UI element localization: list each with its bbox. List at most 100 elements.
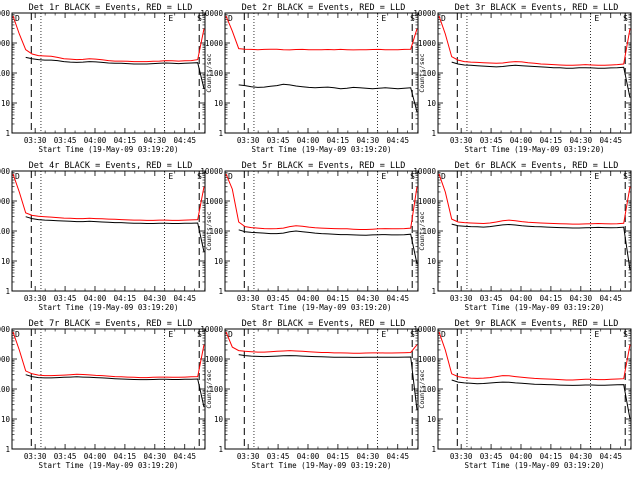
detector-2-xtick-label: 03:30	[237, 136, 260, 145]
detector-5-xtick-label: 03:30	[237, 294, 260, 303]
detector-3-ytick-label: 10000	[413, 9, 436, 18]
detector-7-panel: Det 7r BLACK = Events, RED = LLD 1 10 100 10…	[0, 319, 206, 470]
detector-5-title: Det 5r BLACK = Events, RED = LLD	[242, 161, 406, 171]
detector-9-xtick-label: 04:30	[570, 452, 593, 461]
detector-3-xtick-label: 04:45	[599, 136, 622, 145]
detector-5-corner-label: D	[228, 172, 233, 181]
detector-5-xtick-label: 04:15	[327, 294, 350, 303]
detector-5-ytick-label: 10000	[200, 167, 223, 176]
detector-1-lld-series	[12, 15, 205, 63]
detector-3-lld-series	[438, 15, 631, 66]
detector-8-ytick-label: 100	[209, 385, 223, 394]
detector-2-panel: Det 2r BLACK = Events, RED = LLD 1 10 100 10…	[200, 3, 419, 154]
detector-3-events-series	[451, 61, 631, 98]
detector-6-xtick-label: 04:00	[510, 294, 533, 303]
detector-1-corner-label: D	[15, 14, 20, 23]
detector-2-corner-label: D	[228, 14, 233, 23]
detector-6-ytick-label: 100	[422, 227, 436, 236]
detector-2-lld-series	[225, 15, 418, 51]
detector-5-lld-series	[225, 173, 418, 230]
detector-2-corner-label: S	[410, 14, 415, 23]
detector-2-ytick-label: 1	[218, 129, 223, 138]
detector-8-corner-label: D	[228, 330, 233, 339]
detector-8-lld-series	[225, 331, 418, 354]
detector-6-xtick-label: 04:30	[570, 294, 593, 303]
detector-7-xtick-label: 04:45	[173, 452, 196, 461]
detector-7-xtick-label: 03:30	[24, 452, 47, 461]
detector-9-title: Det 9r BLACK = Events, RED = LLD	[455, 319, 619, 329]
detector-9-xtick-label: 03:30	[450, 452, 473, 461]
detector-3-xtick-label: 03:30	[450, 136, 473, 145]
detector-7-xtick-label: 04:30	[144, 452, 167, 461]
detector-5-ytick-label: 1000	[205, 197, 224, 206]
detector-6-title: Det 6r BLACK = Events, RED = LLD	[455, 161, 619, 171]
detector-9-ytick-label: 1000	[418, 355, 437, 364]
detector-8-ytick-label: 10	[214, 415, 224, 424]
detector-7-corner-label: D	[15, 330, 20, 339]
detector-4-ytick-label: 100	[0, 227, 10, 236]
detector-4-ytick-label: 1	[5, 287, 10, 296]
detector-1-events-series	[25, 56, 205, 89]
detector-7-ytick-label: 1000	[0, 355, 10, 364]
detector-3-xtick-label: 04:30	[570, 136, 593, 145]
detector-7-title: Det 7r BLACK = Events, RED = LLD	[29, 319, 193, 329]
detector-8-ylabel: Counts/sec	[205, 369, 213, 408]
detector-4-corner-label: S	[197, 172, 202, 181]
detector-9-xtick-label: 03:45	[480, 452, 503, 461]
detector-3-ytick-label: 1	[431, 129, 436, 138]
detector-8-xtick-label: 04:45	[386, 452, 409, 461]
detector-1-ytick-label: 1000	[0, 39, 10, 48]
detector-9-ylabel: Counts/sec	[418, 369, 426, 408]
detector-8-ytick-label: 1	[218, 445, 223, 454]
detector-4-xtick-label: 04:00	[84, 294, 107, 303]
detector-2-ytick-label: 1000	[205, 39, 224, 48]
detector-6-ylabel: Counts/sec	[418, 211, 426, 250]
detector-6-ytick-label: 10	[427, 257, 437, 266]
detector-7-xtick-label: 04:15	[114, 452, 137, 461]
detector-1-xtick-label: 03:30	[24, 136, 47, 145]
detector-7-corner-label: S	[197, 330, 202, 339]
detector-1-xtick-label: 04:45	[173, 136, 196, 145]
detector-1-ytick-label: 1	[5, 129, 10, 138]
detector-4-xlabel: Start Time (19-May-09 03:19:20)	[39, 303, 179, 312]
detector-4-events-series	[25, 216, 205, 253]
detector-3-title: Det 3r BLACK = Events, RED = LLD	[455, 3, 619, 13]
detector-3-xtick-label: 03:45	[480, 136, 503, 145]
detector-9-events-series	[451, 379, 631, 420]
detector-3-xtick-label: 04:00	[510, 136, 533, 145]
detector-1-xtick-label: 04:15	[114, 136, 137, 145]
detector-8-xlabel: Start Time (19-May-09 03:19:20)	[252, 461, 392, 470]
detector-8-xtick-label: 04:30	[357, 452, 380, 461]
detector-7-ytick-label: 100	[0, 385, 10, 394]
detector-6-panel: Det 6r BLACK = Events, RED = LLD 1 10 100 10…	[413, 161, 632, 312]
detector-4-xtick-label: 03:45	[54, 294, 77, 303]
detector-4-ytick-label: 10	[1, 257, 11, 266]
detector-2-events-series	[238, 83, 418, 113]
detector-2-xtick-label: 03:45	[267, 136, 290, 145]
detector-5-ytick-label: 10	[214, 257, 224, 266]
detector-2-title: Det 2r BLACK = Events, RED = LLD	[242, 3, 406, 13]
detector-9-xtick-label: 04:45	[599, 452, 622, 461]
detector-6-ytick-label: 10000	[413, 167, 436, 176]
detector-8-events-series	[238, 354, 418, 411]
detector-3-ytick-label: 1000	[418, 39, 437, 48]
detector-6-ytick-label: 1	[431, 287, 436, 296]
detector-9-ytick-label: 10000	[413, 325, 436, 334]
detector-4-panel: Det 4r BLACK = Events, RED = LLD 1 10 100 10…	[0, 161, 206, 312]
detector-4-xtick-label: 03:30	[24, 294, 47, 303]
detector-9-ytick-label: 1	[431, 445, 436, 454]
detector-4-corner-label: E	[168, 172, 173, 181]
detector-7-xlabel: Start Time (19-May-09 03:19:20)	[39, 461, 179, 470]
detector-1-ytick-label: 10000	[0, 9, 10, 18]
detector-2-xtick-label: 04:00	[297, 136, 320, 145]
detector-6-xlabel: Start Time (19-May-09 03:19:20)	[465, 303, 605, 312]
detector-6-events-series	[451, 223, 631, 271]
detector-2-ytick-label: 10	[214, 99, 224, 108]
detector-9-xlabel: Start Time (19-May-09 03:19:20)	[465, 461, 605, 470]
detector-4-title: Det 4r BLACK = Events, RED = LLD	[29, 161, 193, 171]
detector-1-title: Det 1r BLACK = Events, RED = LLD	[29, 3, 193, 13]
detector-8-title: Det 8r BLACK = Events, RED = LLD	[242, 319, 406, 329]
detector-3-ytick-label: 100	[422, 69, 436, 78]
detector-4-ytick-label: 1000	[0, 197, 10, 206]
